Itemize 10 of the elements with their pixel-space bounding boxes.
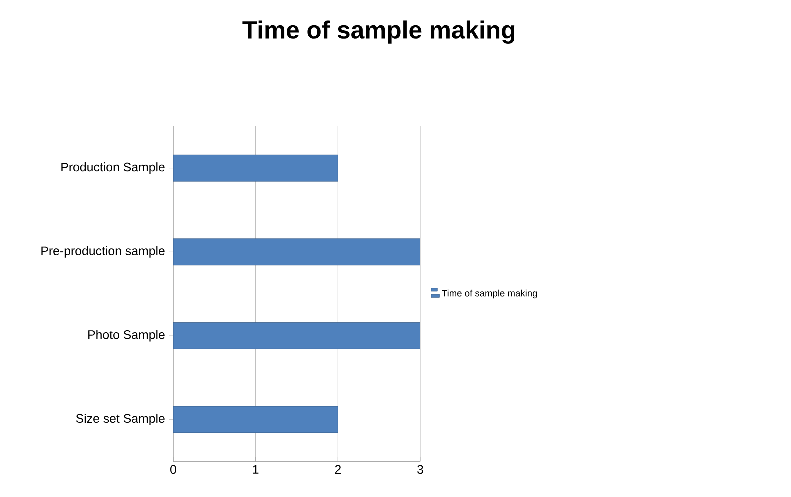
x-tick-label: 3 <box>418 465 424 474</box>
chart-title: Time of sample making <box>242 20 515 44</box>
y-tick-label: Photo Sample <box>88 330 165 342</box>
x-tick-label: 2 <box>335 465 341 474</box>
y-tick-label: Production Sample <box>62 162 165 174</box>
x-tick-label: 1 <box>253 465 259 474</box>
legend-label: Time of sample making <box>442 290 538 299</box>
x-tick-label: 0 <box>170 465 176 474</box>
y-tick-label: Size set Sample <box>76 414 165 426</box>
y-tick-label: Pre-production sample <box>42 246 165 258</box>
